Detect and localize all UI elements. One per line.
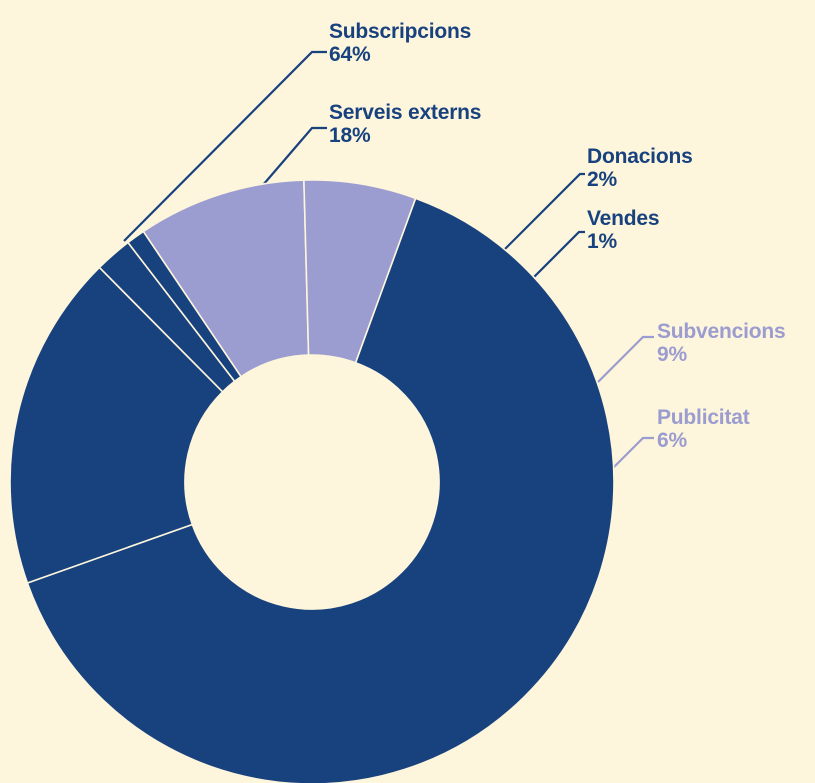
- leader-line-subvencions: [597, 335, 654, 383]
- label-vendes-value: 1%: [587, 230, 617, 253]
- slice-publicitat: [303, 179, 417, 364]
- label-donacions-name: Donacions: [587, 145, 693, 168]
- label-donacions: Donacions 2%: [587, 145, 693, 191]
- label-publicitat-name: Publicitat: [657, 406, 750, 429]
- label-subvencions-name: Subvencions: [657, 320, 786, 343]
- leader-line-serveis-externs: [262, 126, 327, 186]
- label-vendes-name: Vendes: [587, 207, 660, 230]
- label-subscripcions-value: 64%: [329, 43, 371, 66]
- label-publicitat: Publicitat 6%: [657, 406, 750, 452]
- leader-line-vendes: [532, 230, 585, 279]
- label-publicitat-value: 6%: [657, 429, 687, 452]
- label-serveis-externs: Serveis externs 18%: [329, 101, 481, 147]
- leader-line-donacions: [502, 172, 585, 252]
- label-vendes: Vendes 1%: [587, 207, 660, 253]
- label-serveis-externs-value: 18%: [329, 124, 371, 147]
- label-subvencions-value: 9%: [657, 343, 687, 366]
- label-subscripcions: Subscripcions 64%: [329, 20, 471, 66]
- label-donacions-value: 2%: [587, 168, 617, 191]
- label-serveis-externs-name: Serveis externs: [329, 101, 482, 124]
- leader-line-publicitat: [612, 436, 654, 469]
- leader-line-subscripcions: [123, 50, 327, 242]
- slice-serveis-externs: [9, 266, 224, 584]
- label-subscripcions-name: Subscripcions: [329, 20, 472, 43]
- label-subvencions: Subvencions 9%: [657, 320, 786, 366]
- slice-subscripcions: [26, 197, 615, 783]
